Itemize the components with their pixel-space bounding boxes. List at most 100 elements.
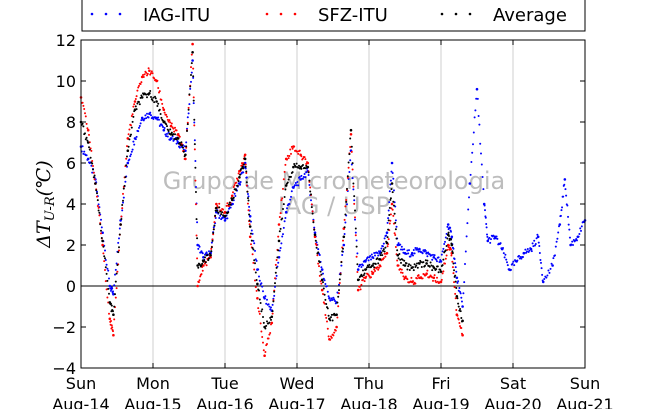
data-point xyxy=(308,179,311,182)
data-point xyxy=(155,100,158,103)
data-point xyxy=(287,178,290,181)
data-point xyxy=(336,301,339,304)
data-point xyxy=(535,237,538,240)
data-point xyxy=(274,277,276,280)
data-point xyxy=(370,258,372,261)
data-point xyxy=(448,244,450,247)
data-point xyxy=(212,226,215,229)
data-point xyxy=(127,145,130,148)
data-point xyxy=(192,96,195,99)
data-point xyxy=(394,221,397,224)
data-point xyxy=(255,289,258,292)
data-point xyxy=(352,185,355,188)
data-point xyxy=(462,292,465,295)
data-point xyxy=(362,264,364,267)
data-point xyxy=(151,72,154,75)
data-point xyxy=(130,126,133,129)
data-point xyxy=(212,228,215,231)
data-point xyxy=(540,261,542,264)
data-point xyxy=(274,282,276,285)
data-point xyxy=(378,250,380,253)
data-point xyxy=(244,167,247,170)
data-point xyxy=(152,117,155,120)
data-point xyxy=(182,150,185,153)
data-point xyxy=(548,271,551,274)
data-point xyxy=(137,130,140,133)
data-point xyxy=(102,252,105,255)
data-point xyxy=(425,262,428,265)
data-point xyxy=(190,80,192,83)
data-point xyxy=(247,195,250,198)
series-iag-itu xyxy=(79,59,587,312)
data-point xyxy=(407,252,410,255)
data-point xyxy=(392,177,395,180)
data-point xyxy=(191,59,194,62)
data-point xyxy=(386,221,389,224)
data-point xyxy=(416,262,418,265)
data-point xyxy=(571,240,574,243)
data-point xyxy=(386,245,389,248)
data-point xyxy=(350,145,353,148)
data-point xyxy=(387,228,390,231)
data-point xyxy=(317,251,320,254)
data-point xyxy=(297,152,300,155)
data-point xyxy=(96,190,98,193)
data-point xyxy=(332,334,335,337)
data-point xyxy=(292,165,295,169)
data-point xyxy=(81,101,84,104)
data-point xyxy=(199,275,202,278)
data-point xyxy=(450,243,454,247)
data-point xyxy=(532,245,535,248)
data-point xyxy=(83,107,86,110)
data-point xyxy=(209,255,212,259)
data-point xyxy=(140,96,144,99)
data-point xyxy=(436,260,438,263)
data-point xyxy=(193,139,196,142)
data-point xyxy=(277,261,280,264)
data-point xyxy=(84,138,87,141)
data-point xyxy=(140,75,144,79)
data-point xyxy=(441,264,444,267)
data-point xyxy=(374,254,376,257)
data-point xyxy=(389,198,392,201)
data-point xyxy=(463,281,466,284)
data-point xyxy=(366,256,369,259)
data-point xyxy=(385,231,389,234)
data-point xyxy=(444,262,446,265)
data-point xyxy=(300,155,303,158)
data-point xyxy=(264,327,267,330)
data-point xyxy=(300,167,303,170)
data-point xyxy=(173,138,176,141)
data-point xyxy=(310,193,312,196)
data-point xyxy=(405,262,408,265)
data-point xyxy=(95,189,98,192)
data-point xyxy=(551,264,554,267)
data-point xyxy=(504,253,507,256)
data-point xyxy=(215,206,218,210)
data-point xyxy=(315,246,318,249)
data-point xyxy=(165,123,168,126)
data-point xyxy=(236,184,239,187)
data-point xyxy=(390,207,393,210)
data-point xyxy=(107,287,110,290)
data-point xyxy=(554,245,557,248)
data-point xyxy=(474,109,477,112)
data-point xyxy=(108,284,112,288)
data-point xyxy=(180,141,183,144)
data-point xyxy=(203,259,206,262)
data-point xyxy=(349,159,352,162)
data-point xyxy=(232,196,235,199)
data-point xyxy=(110,320,112,323)
data-point xyxy=(534,243,537,246)
data-point xyxy=(400,248,402,251)
data-point xyxy=(255,279,258,282)
data-point xyxy=(274,285,276,288)
data-point xyxy=(280,242,283,245)
data-point xyxy=(193,118,196,121)
data-point xyxy=(431,258,434,261)
data-point xyxy=(395,225,398,228)
data-point xyxy=(86,139,89,142)
data-point xyxy=(372,257,375,260)
data-point xyxy=(373,266,376,269)
data-point xyxy=(522,256,524,259)
